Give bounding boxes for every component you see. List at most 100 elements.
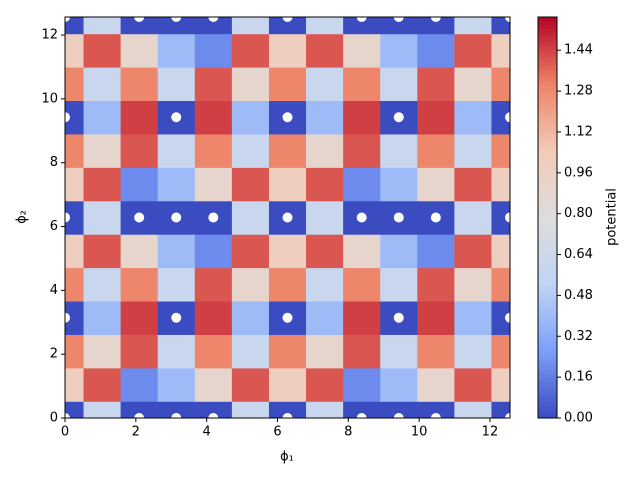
point — [282, 312, 293, 323]
colorbar-segment — [538, 65, 557, 70]
point — [356, 17, 367, 22]
colorbar-segment — [538, 161, 557, 166]
colorbar-segment — [538, 313, 557, 319]
colorbar-segment — [538, 33, 557, 38]
point — [505, 312, 510, 323]
heat-cell — [454, 200, 492, 235]
heat-cell — [306, 167, 344, 202]
colorbar-segment — [538, 97, 557, 102]
heat-cell — [157, 33, 196, 68]
point — [171, 17, 182, 22]
heat-cell — [83, 401, 122, 418]
colorbar-segment — [538, 337, 557, 343]
heat-cell — [83, 167, 122, 202]
point — [65, 413, 70, 418]
colorbar-segment — [538, 205, 557, 210]
heat-cell — [380, 334, 418, 369]
point — [65, 112, 70, 123]
heat-cell — [65, 100, 85, 135]
heat-cell — [65, 367, 85, 402]
point — [505, 413, 510, 418]
heat-cell — [194, 334, 233, 369]
heat-cell — [306, 67, 344, 102]
heat-cell — [231, 67, 270, 102]
heat-cell — [306, 401, 344, 418]
heat-cell — [231, 401, 270, 418]
heat-cell — [343, 133, 381, 168]
heat-cell — [231, 301, 270, 335]
heat-cell — [306, 367, 344, 402]
colorbar-segment — [538, 73, 557, 78]
point — [134, 17, 145, 22]
colorbar-segment — [538, 105, 557, 110]
point — [171, 312, 182, 323]
colorbar-segment — [538, 233, 557, 239]
heat-cell — [491, 100, 510, 135]
heat-cell — [157, 133, 196, 168]
heat-cell — [268, 267, 307, 302]
colorbar-segment — [538, 149, 557, 154]
colorbar-segment — [538, 41, 557, 46]
colorbar-segment — [538, 45, 557, 50]
colorbar-segment — [538, 413, 557, 419]
heat-cell — [268, 367, 307, 402]
heat-cell — [454, 334, 492, 369]
heat-cell — [83, 133, 122, 168]
colorbar-label: potential — [605, 188, 620, 246]
colorbar-segment — [538, 253, 557, 259]
plot-frame — [64, 16, 511, 419]
colorbar-segment — [538, 377, 557, 383]
heat-cell — [120, 301, 159, 335]
colorbar-segment — [538, 365, 557, 371]
y-tick-label: 10 — [41, 91, 58, 106]
colorbar-segment — [538, 53, 557, 58]
heat-cell — [120, 17, 159, 35]
colorbar-segment — [538, 101, 557, 106]
colorbar-tick-label: 0.48 — [564, 288, 593, 303]
heat-cell — [268, 133, 307, 168]
colorbar-segment — [538, 85, 557, 90]
heat-cell — [306, 17, 344, 35]
colorbar-tick-label: 0.16 — [564, 370, 593, 385]
colorbar-segment — [538, 37, 557, 42]
x-tick-label: 2 — [132, 425, 140, 440]
colorbar-segment — [538, 357, 557, 363]
heat-cell — [157, 401, 196, 418]
heat-cell — [120, 67, 159, 102]
heat-cell — [417, 401, 455, 418]
colorbar-segment — [538, 121, 557, 126]
colorbar-segment — [538, 349, 557, 355]
heat-cell — [454, 401, 492, 418]
heat-cell — [120, 100, 159, 135]
heat-cell — [194, 234, 233, 269]
heat-cell — [157, 367, 196, 402]
heat-cell — [83, 100, 122, 135]
heat-cell — [83, 234, 122, 269]
colorbar-segment — [538, 325, 557, 331]
colorbar-segment — [538, 237, 557, 243]
colorbar-segment — [538, 185, 557, 190]
heat-cell — [417, 367, 455, 402]
point — [393, 212, 404, 223]
heat-cell — [306, 33, 344, 68]
heat-cell — [417, 67, 455, 102]
heat-cell — [454, 100, 492, 135]
colorbar-segment — [538, 353, 557, 359]
x-axis-label: ϕ₁ — [280, 450, 294, 465]
heat-cell — [491, 301, 510, 335]
colorbar-segment — [538, 277, 557, 283]
colorbar-frame — [537, 16, 558, 419]
colorbar-segment — [538, 129, 557, 134]
heat-cell — [306, 267, 344, 302]
heat-cell — [83, 301, 122, 335]
point — [393, 413, 404, 418]
heat-cell — [231, 100, 270, 135]
colorbar-segment — [538, 373, 557, 379]
heat-cell — [194, 100, 233, 135]
heat-cell — [65, 267, 85, 302]
colorbar-segment — [538, 281, 557, 287]
heat-cell — [343, 234, 381, 269]
heat-cell — [417, 133, 455, 168]
point — [282, 112, 293, 123]
heat-cell — [194, 167, 233, 202]
